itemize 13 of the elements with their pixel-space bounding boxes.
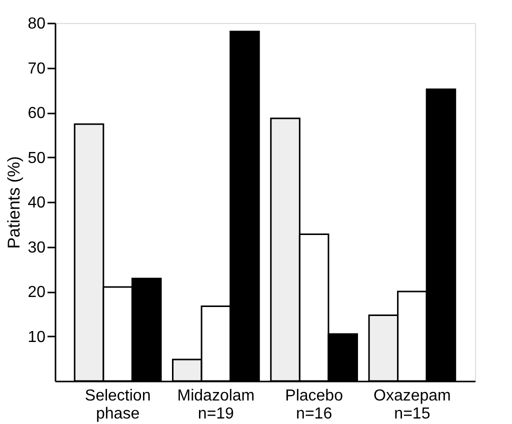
x-tick-label: Midazolam n=19 [177, 388, 255, 422]
y-tick-label: 10 [28, 328, 46, 346]
y-tick-label: 70 [28, 60, 46, 78]
x-tick-label: Selection phase [84, 388, 151, 422]
x-tick-label: Placebo n=16 [285, 388, 344, 422]
y-tick-label: 40 [28, 194, 46, 212]
x-tick-label: Oxazepam n=15 [374, 388, 451, 422]
y-tick-label: 80 [28, 16, 46, 32]
y-tick-label: 50 [28, 150, 46, 167]
y-tick-label: 30 [28, 239, 46, 256]
y-tick-label: 20 [28, 284, 46, 301]
y-axis-title: Patients (%) [4, 156, 24, 249]
y-tick-label: 60 [28, 105, 46, 122]
